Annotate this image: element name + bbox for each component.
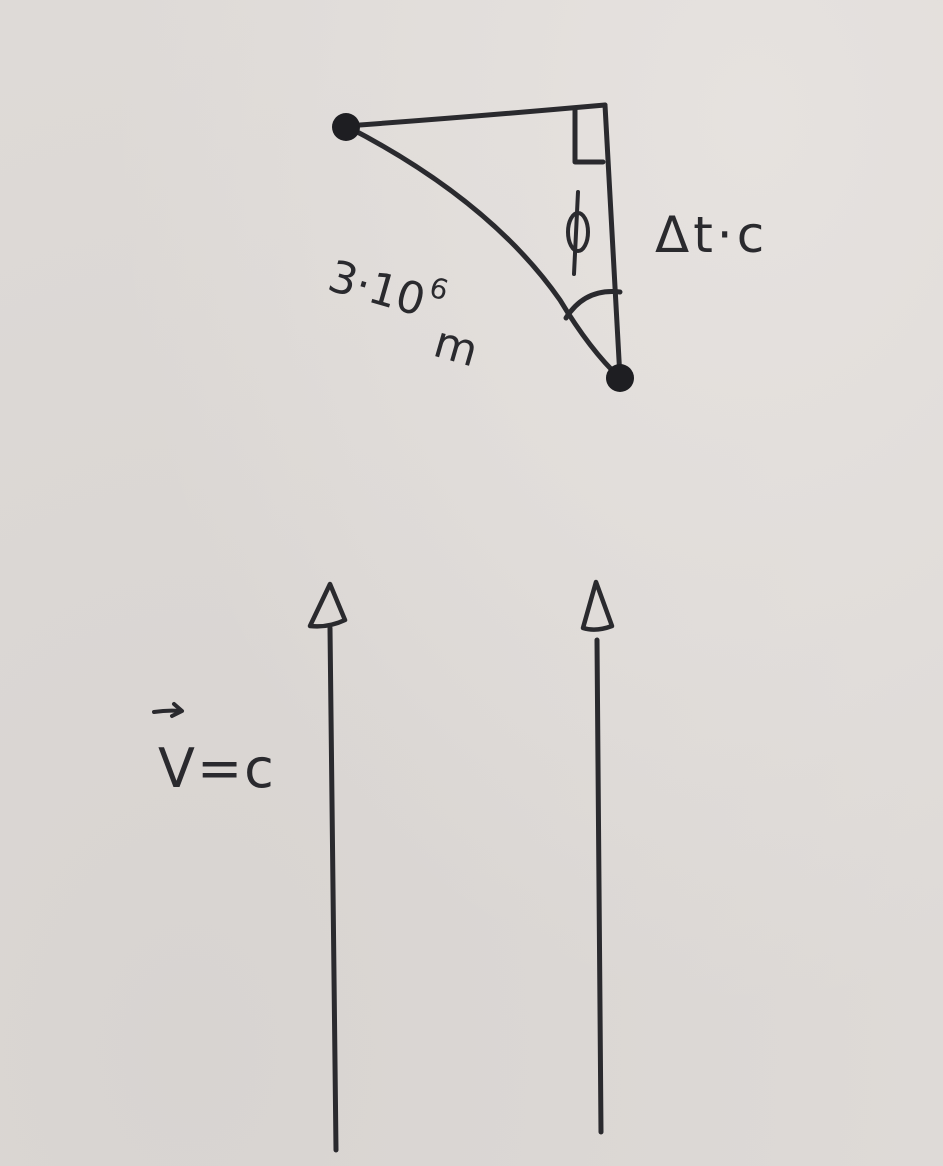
triangle-top-leg bbox=[343, 102, 608, 129]
left-ray-arrow bbox=[307, 581, 348, 1153]
vertical-leg-label: Δt·c bbox=[655, 206, 769, 264]
vector-arrow-icon bbox=[152, 702, 184, 718]
angle-phi-symbol bbox=[566, 190, 590, 276]
hypotenuse-exponent: 6 bbox=[425, 270, 453, 308]
angle-arc bbox=[563, 289, 623, 321]
vertex-bottom bbox=[606, 364, 634, 392]
velocity-label: V=c bbox=[158, 737, 276, 800]
triangle-hypotenuse bbox=[343, 123, 623, 381]
right-ray-arrow bbox=[580, 579, 615, 1135]
vertex-top-left bbox=[332, 113, 360, 141]
triangle-vertical-leg bbox=[602, 102, 623, 381]
right-angle-marker bbox=[572, 105, 606, 165]
